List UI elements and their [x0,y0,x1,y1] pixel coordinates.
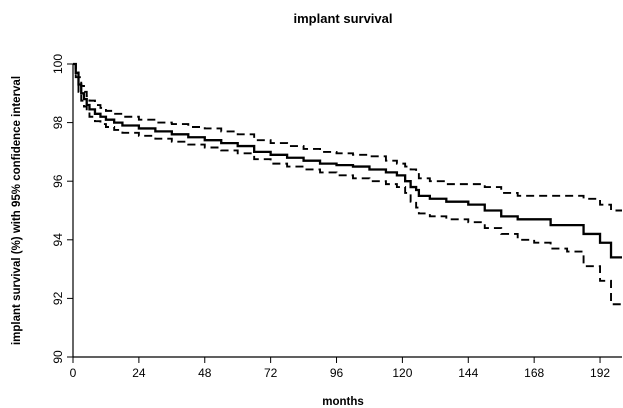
y-tick-label: 96 [51,174,65,188]
y-tick-label: 92 [51,291,65,305]
y-axis-title: implant survival (%) with 95% confidence… [11,76,23,345]
y-tick-label: 100 [51,54,65,74]
y-tick-label: 94 [51,233,65,247]
x-tick-label: 0 [70,366,77,380]
x-tick-label: 192 [590,366,610,380]
x-tick-label: 24 [132,366,146,380]
x-tick-label: 48 [198,366,212,380]
chart-title: implant survival [294,11,393,26]
x-tick-label: 168 [524,366,544,380]
series-group [73,62,622,306]
x-axis-title: months [322,396,364,408]
y-tick-label: 90 [51,350,65,364]
x-tick-label: 72 [264,366,278,380]
survival-estimate-line [73,62,622,259]
y-tick-label: 98 [51,116,65,130]
lower-ci-line [73,63,622,306]
axes: 0 24 48 72 96 120 144 168 192 90 92 94 96 98 100 [51,54,622,380]
x-tick-label: 120 [392,366,412,380]
upper-ci-line [73,63,622,212]
x-tick-label: 96 [330,366,344,380]
x-tick-label: 144 [458,366,478,380]
